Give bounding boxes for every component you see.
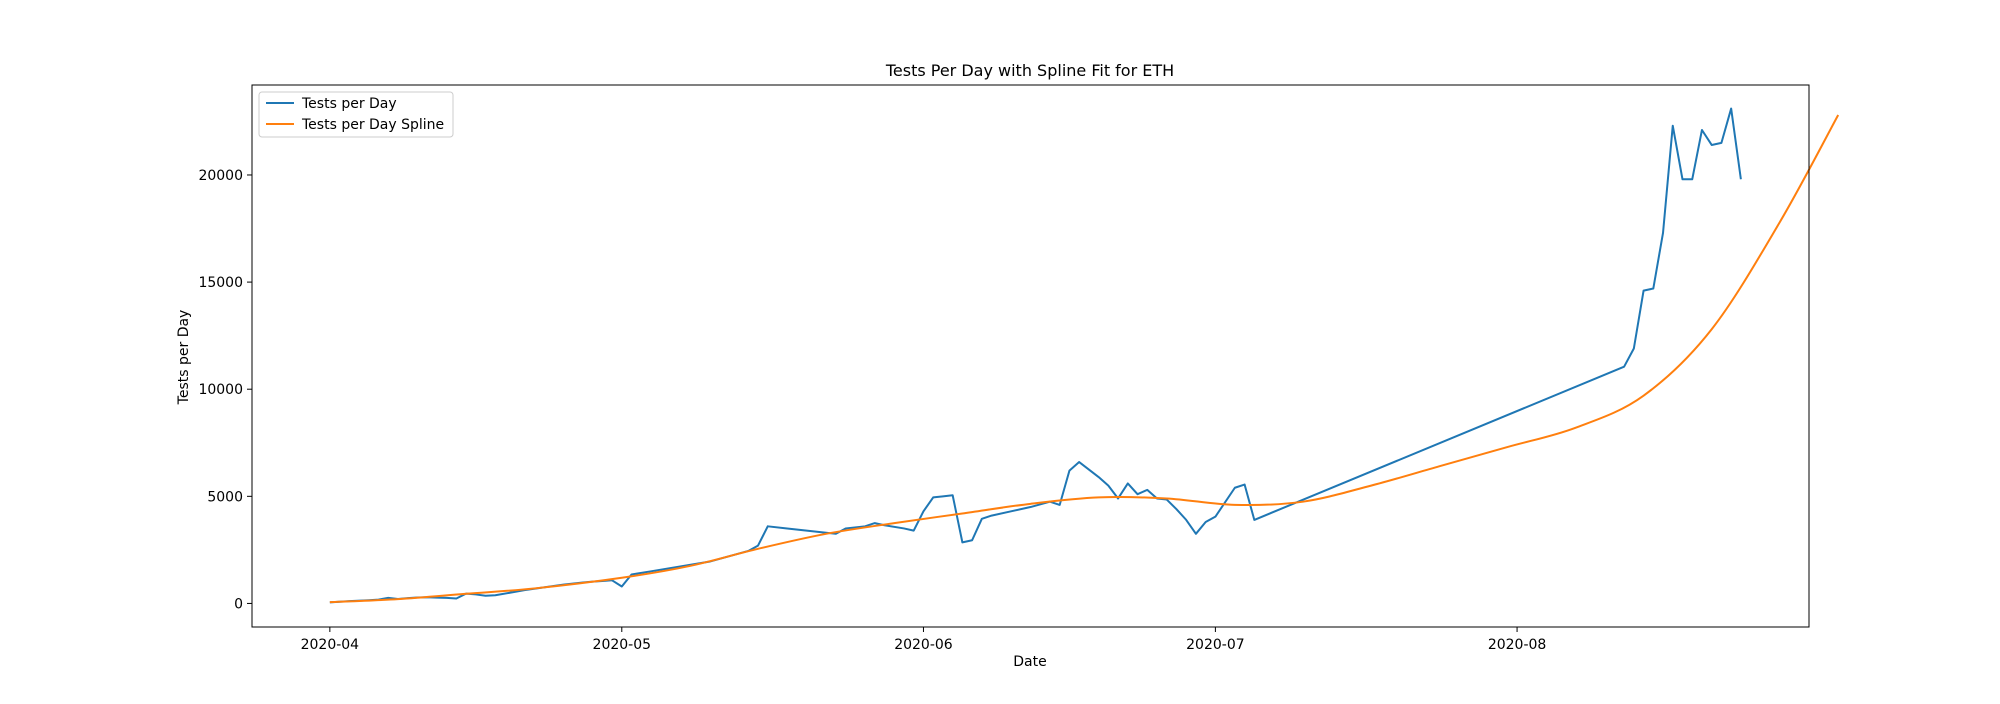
legend-label-spline: Tests per Day Spline <box>301 117 444 133</box>
y-tick-label: 5000 <box>207 489 243 505</box>
plot-frame <box>251 84 1810 628</box>
x-tick-label: 2020-04 <box>301 637 360 653</box>
x-tick-label: 2020-08 <box>1488 637 1547 653</box>
chart-title: Tests Per Day with Spline Fit for ETH <box>885 61 1174 80</box>
y-axis-ticks: 0 5000 10000 15000 20000 <box>198 168 252 612</box>
y-axis-label: Tests per Day <box>176 310 192 406</box>
x-axis-ticks: 2020-04 2020-05 2020-06 2020-07 2020-08 <box>301 627 1547 653</box>
y-tick-label: 10000 <box>198 382 243 398</box>
legend: Tests per Day Tests per Day Spline <box>258 91 454 138</box>
x-tick-label: 2020-06 <box>894 637 953 653</box>
series-layer <box>329 107 1840 604</box>
series-line-tests-per-day-spline <box>329 114 1840 604</box>
series-line-tests-per-day <box>329 107 1742 604</box>
y-tick-label: 0 <box>234 596 243 612</box>
x-tick-label: 2020-05 <box>593 637 652 653</box>
x-tick-label: 2020-07 <box>1186 637 1245 653</box>
legend-box <box>258 91 454 138</box>
legend-label-tests-per-day: Tests per Day <box>301 96 397 112</box>
y-tick-label: 15000 <box>198 275 243 291</box>
y-tick-label: 20000 <box>198 168 243 184</box>
x-axis-label: Date <box>1013 654 1046 670</box>
